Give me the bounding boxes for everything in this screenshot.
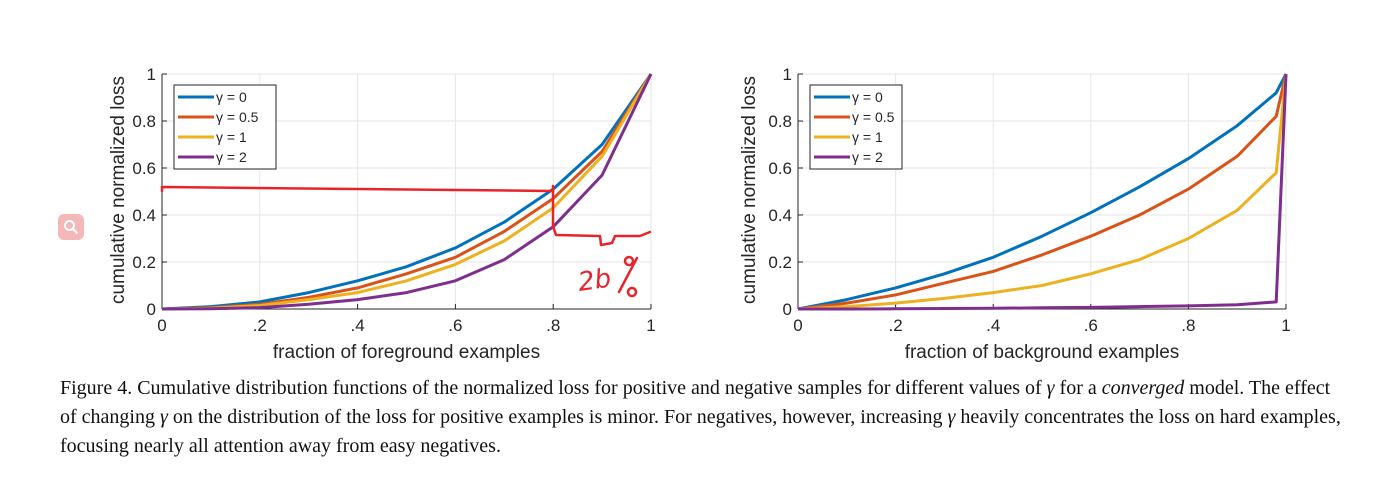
caption-mid2: model. The effect of changing	[60, 377, 1331, 428]
x-axis-label: fraction of foreground examples	[273, 342, 540, 363]
x-tick-label: 0	[793, 316, 802, 335]
x-tick-label: .8	[546, 316, 560, 335]
search-icon	[64, 220, 78, 234]
x-tick-label: .6	[1084, 316, 1098, 335]
legend-label-3: γ = 1	[216, 129, 247, 145]
caption-mid1: for a	[1059, 377, 1097, 399]
caption-suffix: heavily concentrates the loss on hard ex…	[60, 406, 1341, 457]
caption-mid3: on the distribution of the loss for posi…	[172, 406, 943, 428]
legend-label-2: γ = 0.5	[216, 109, 259, 125]
search-icon-button[interactable]	[58, 214, 84, 240]
legend-label-3: γ = 1	[852, 129, 883, 145]
x-tick-label: .2	[253, 316, 267, 335]
caption-converged: converged	[1101, 377, 1185, 399]
legend-label-1: γ = 0	[852, 89, 883, 105]
x-tick-label: .8	[1181, 316, 1195, 335]
y-tick-label: 1	[783, 65, 792, 84]
y-tick-label: 0.2	[132, 253, 156, 272]
caption-gamma-1: γ	[1046, 377, 1055, 399]
y-tick-label: 0.4	[132, 206, 156, 225]
y-tick-label: 0.2	[768, 253, 792, 272]
annotation-note: 2b	[576, 264, 613, 298]
series-line-3	[797, 73, 1288, 311]
series-line-4	[798, 73, 1288, 311]
x-tick-label: .2	[889, 316, 903, 335]
annotation-horizontal-line	[160, 185, 555, 193]
legend-label-4: γ = 2	[216, 149, 247, 165]
figure-caption: Figure 4. Cumulative distribution functi…	[60, 374, 1350, 461]
legend-label-1: γ = 0	[216, 89, 247, 105]
caption-gamma-2: γ	[159, 406, 168, 428]
y-axis-label: cumulative normalized loss	[108, 76, 129, 304]
x-tick-label: 1	[1281, 316, 1290, 335]
y-tick-label: 0.4	[768, 206, 792, 225]
y-tick-label: 0	[147, 300, 156, 319]
annotation-bracket-line	[551, 189, 652, 247]
legend-label-4: γ = 2	[852, 149, 883, 165]
x-tick-label: 1	[646, 316, 655, 335]
annotation-slash	[617, 256, 639, 294]
legend-box	[809, 84, 903, 170]
handwritten-annotation: 2b	[160, 184, 652, 298]
caption-gamma-3: γ	[947, 406, 956, 428]
annotation-dot-bottom	[626, 286, 638, 298]
x-tick-label: .4	[986, 316, 1000, 335]
legend-box	[173, 84, 277, 170]
series-line-3	[161, 73, 653, 311]
series-line-1	[161, 73, 653, 311]
x-tick-label: .4	[351, 316, 365, 335]
x-tick-label: 0	[157, 316, 166, 335]
y-axis-label: cumulative normalized loss	[739, 76, 760, 304]
series-line-1	[797, 73, 1288, 311]
y-tick-label: 0	[783, 300, 792, 319]
caption-prefix: Figure 4. Cumulative distribution functi…	[60, 377, 1042, 399]
y-tick-label: 0.8	[132, 112, 156, 131]
y-tick-label: 0.6	[132, 159, 156, 178]
x-tick-label: .6	[448, 316, 462, 335]
series-line-2	[797, 73, 1288, 311]
x-axis-label: fraction of background examples	[905, 342, 1180, 363]
y-tick-label: 0.6	[768, 159, 792, 178]
series-line-4	[161, 73, 653, 311]
y-tick-label: 1	[147, 65, 156, 84]
legend-label-2: γ = 0.5	[852, 109, 895, 125]
y-tick-label: 0.8	[768, 112, 792, 131]
annotation-dot-top	[623, 255, 635, 267]
